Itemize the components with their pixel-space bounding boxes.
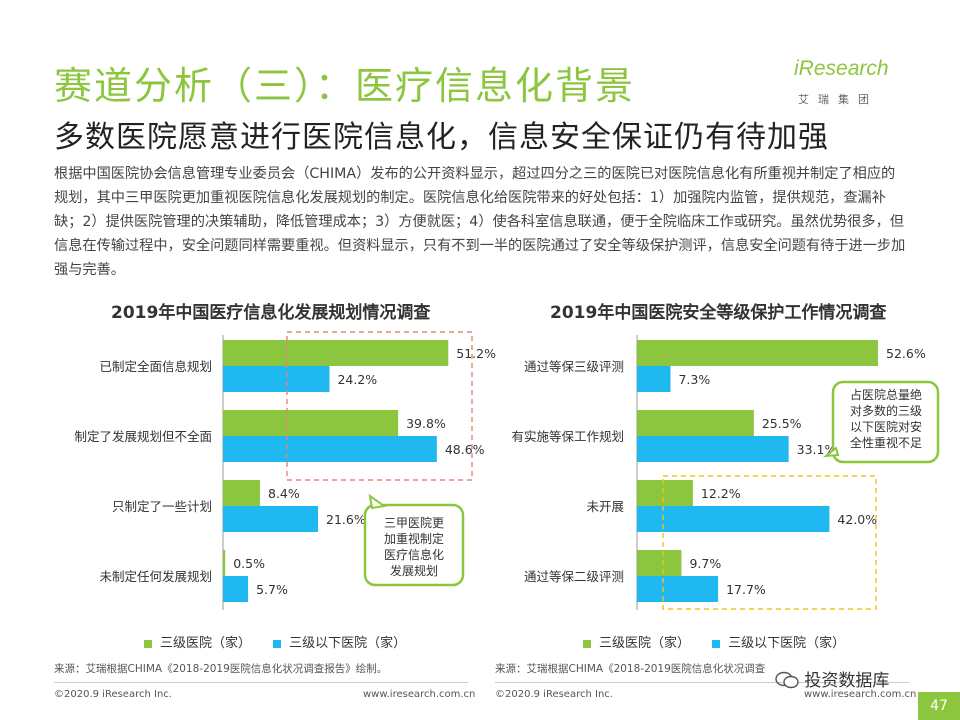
bar-below-tier3 <box>223 506 319 532</box>
callout-box <box>363 503 465 587</box>
page-subtitle: 多数医院愿意进行医院信息化，信息安全保证仍有待加强 <box>54 120 829 155</box>
iresearch-logo: iResearch 艾瑞集团 <box>790 57 920 109</box>
data-label: 12.2% <box>701 486 741 501</box>
callout-box <box>831 380 940 464</box>
data-label: 33.1% <box>797 442 837 457</box>
data-label: 8.4% <box>268 486 300 501</box>
data-label: 51.2% <box>456 346 496 361</box>
category-label: 已制定全面信息规划 <box>99 359 212 374</box>
legend-item-below-tier3: 三级以下医院（家） <box>273 636 406 651</box>
legend-label: 三级以下医院（家） <box>289 636 407 651</box>
legend-swatch-blue <box>712 639 721 648</box>
data-label: 52.6% <box>886 346 926 361</box>
callout-pointer <box>368 493 387 510</box>
watermark: 投资数据库 <box>775 666 889 691</box>
legend-item-tier3: 三级医院（家） <box>583 636 690 651</box>
footer-copyright: ©2020.9 iResearch Inc. <box>54 689 172 700</box>
data-label: 24.2% <box>337 372 377 387</box>
bar-tier3 <box>637 410 754 436</box>
bar-below-tier3 <box>637 506 830 532</box>
legend-swatch-green <box>583 639 591 648</box>
footer-divider <box>54 682 468 683</box>
footer-copyright: ©2020.9 iResearch Inc. <box>495 689 613 700</box>
callout-text: 以下医院对安 <box>850 419 922 434</box>
legend-swatch-blue <box>273 639 282 648</box>
data-label: 5.7% <box>256 582 288 597</box>
data-label: 0.5% <box>233 556 265 571</box>
callout-text: 全性重视不足 <box>850 435 922 450</box>
category-label: 未开展 <box>586 499 624 514</box>
intro-paragraph: 根据中国医院协会信息管理专业委员会（CHIMA）发布的公开资料显示，超过四分之三… <box>54 166 906 278</box>
data-label: 7.3% <box>678 372 710 387</box>
legend-item-tier3: 三级医院（家） <box>144 636 251 651</box>
bar-below-tier3 <box>637 576 719 602</box>
chart2-source: 来源：艾瑞根据CHIMA《2018-2019医院信息化状况调查 <box>495 663 766 675</box>
bar-below-tier3 <box>223 436 437 462</box>
category-label: 通过等保三级评测 <box>524 359 624 374</box>
callout-text: 对多数的三级 <box>850 403 922 418</box>
bar-tier3 <box>223 410 399 436</box>
data-label: 17.7% <box>726 582 766 597</box>
legend-item-below-tier3: 三级以下医院（家） <box>712 636 845 651</box>
category-label: 未制定任何发展规划 <box>99 569 212 584</box>
chart2-title: 2019年中国医院安全等级保护工作情况调查 <box>550 303 887 323</box>
callout-text: 三甲医院更 <box>384 516 444 530</box>
callout-text: 加重视制定 <box>384 531 444 546</box>
chart1-legend: 三级医院（家） 三级以下医院（家） <box>144 632 424 651</box>
footer-website: www.iresearch.com.cn <box>804 689 917 700</box>
legend-swatch-green <box>144 639 152 648</box>
chart1-title: 2019年中国医疗信息化发展规划情况调查 <box>111 303 431 323</box>
data-label: 39.8% <box>406 416 446 431</box>
chart2-plot: 通过等保三级评测 52.6% 7.3% 有实施等保工作规划 25.5% 33.1% 未开展 1… <box>511 335 940 610</box>
data-label: 25.5% <box>762 416 802 431</box>
data-label: 9.7% <box>689 556 721 571</box>
footer-website: www.iresearch.com.cn <box>363 689 476 700</box>
data-label: 21.6% <box>326 512 366 527</box>
bar-below-tier3 <box>223 366 330 392</box>
watermark-text: 投资数据库 <box>804 671 890 691</box>
chart1-source: 来源：艾瑞根据CHIMA《2018-2019医院信息化状况调查报告》绘制。 <box>54 663 388 675</box>
logo-text: iResearch <box>794 57 889 80</box>
bar-below-tier3 <box>223 576 249 602</box>
highlight-box <box>286 331 473 481</box>
category-label: 制定了发展规划但不全面 <box>74 429 212 444</box>
bar-tier3 <box>223 340 449 366</box>
bar-tier3 <box>223 550 226 576</box>
callout-text: 发展规划 <box>390 563 438 578</box>
category-label: 有实施等保工作规划 <box>511 429 624 444</box>
callout-text: 占医院总量绝 <box>850 387 922 402</box>
legend-label: 三级医院（家） <box>599 636 691 651</box>
chart2-legend: 三级医院（家） 三级以下医院（家） <box>583 632 863 651</box>
data-label: 42.0% <box>837 512 877 527</box>
data-label: 48.6% <box>445 442 485 457</box>
highlight-box <box>662 475 877 610</box>
bar-tier3 <box>637 550 682 576</box>
wechat-icon <box>775 671 799 689</box>
bar-below-tier3 <box>637 436 789 462</box>
callout-pointer <box>822 446 840 458</box>
legend-label: 三级医院（家） <box>160 636 252 651</box>
bar-below-tier3 <box>637 366 671 392</box>
bar-tier3 <box>637 480 693 506</box>
logo-cn: 艾瑞集团 <box>798 93 878 106</box>
bar-tier3 <box>223 480 260 506</box>
page-number: 47 <box>918 692 960 720</box>
category-label: 通过等保二级评测 <box>524 569 624 584</box>
legend-label: 三级以下医院（家） <box>728 636 846 651</box>
chart1-plot: 已制定全面信息规划 51.2% 24.2% 制定了发展规划但不全面 39.8% 48.6%… <box>74 331 496 610</box>
category-label: 只制定了一些计划 <box>112 499 212 514</box>
footer-divider <box>495 682 909 683</box>
page-title: 赛道分析（三）：医疗信息化背景 <box>54 64 636 108</box>
callout-text: 医疗信息化 <box>384 547 444 562</box>
bar-tier3 <box>637 340 879 366</box>
